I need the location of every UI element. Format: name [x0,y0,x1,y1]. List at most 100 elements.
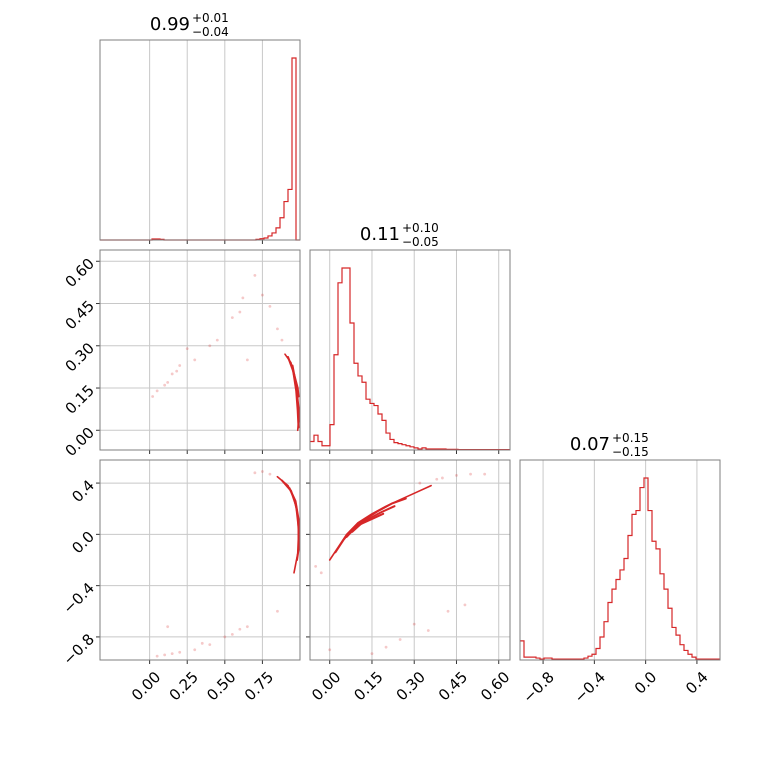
sample-point [253,471,257,475]
y-tick-label: −0.4 [60,579,98,617]
sample-point [418,481,422,485]
hist-panel-0-frame [99,39,301,241]
title-minus: −0.15 [612,445,649,459]
sample-point [463,603,467,607]
y-tick-label: 0.0 [68,528,98,558]
x-tick-label: 0.00 [128,668,164,704]
sample-point [245,358,249,362]
contour-line [288,487,300,542]
sample-point [155,389,159,393]
sample-point [178,650,182,654]
sample-point [163,653,167,657]
sample-point [455,473,458,477]
sample-point [178,364,182,367]
param-title-1: 0.11 +0.10−0.05 [360,221,439,249]
sample-point [370,652,374,655]
y-tick-label: 0.4 [68,476,98,506]
hist-panel-0 [99,39,301,244]
x-tick-label: 0.0 [631,668,661,698]
panel-border [99,249,301,451]
hist-panel-2-frame [519,459,721,661]
title-minus: −0.05 [402,235,439,249]
sample-point [426,629,430,632]
panel-border [309,459,511,661]
sample-point [208,344,212,348]
sample-point [398,638,402,641]
sample-point [276,327,279,331]
param-title-2: 0.07 +0.15−0.15 [570,431,649,459]
y-tick-label: −0.8 [60,630,98,668]
x-tick-label: 0.4 [682,668,712,698]
scatter-panel-2-1-frame [309,459,511,661]
title-median: 0.07 [570,434,610,455]
contour-line [351,512,385,533]
panel-border [309,249,511,451]
contour-line [334,497,407,554]
sample-point [200,641,204,645]
x-tick-label: 0.00 [308,668,344,704]
title-plus: +0.10 [402,221,439,235]
sample-point [166,625,170,629]
sample-point [328,648,332,652]
panel-border [99,39,301,241]
x-tick-label: −0.4 [571,668,609,706]
y-tick-label: 0.00 [62,424,98,460]
y-tick-label: 0.30 [62,339,98,375]
sample-point [280,338,284,342]
hist-panel-1 [309,249,511,454]
sample-point [223,635,227,639]
hist-panel-2 [519,459,721,664]
x-tick-label: 0.50 [203,668,239,704]
sample-point [185,347,189,350]
sample-point [469,472,472,476]
title-median: 0.11 [360,224,400,245]
sample-point [208,643,212,647]
sample-point [384,645,388,649]
sample-point [435,477,439,481]
sample-point [261,293,264,297]
sample-point [175,369,179,373]
sample-point [151,395,155,398]
sample-point [253,273,257,277]
sample-point [314,565,318,568]
sample-point [412,622,416,626]
sample-point [446,609,450,613]
sample-point [193,648,197,652]
sample-point [268,304,272,308]
title-minus: −0.04 [192,25,229,39]
scatter-panel-2-0 [96,459,301,664]
sample-point [241,296,245,300]
sample-point [261,470,264,473]
contour-line [293,372,300,398]
title-plus: +0.15 [612,431,649,445]
sample-point [483,472,487,476]
scatter-panel-1-0-frame [99,249,301,451]
x-tick-label: −0.8 [519,668,557,706]
sample-point [319,571,323,575]
sample-point [245,625,249,629]
x-tick-label: 0.60 [477,668,513,704]
panel-border [519,459,721,661]
sample-point [238,310,242,314]
sample-point [163,383,167,387]
x-tick-label: 0.30 [393,668,429,704]
sample-point [440,476,444,480]
y-tick-label: 0.60 [62,255,98,291]
sample-point [238,627,242,631]
sample-point [230,632,234,636]
param-title-0: 0.99 +0.01−0.04 [150,11,229,39]
sample-point [193,358,197,362]
sample-point [230,316,234,320]
sample-point [170,652,174,655]
panel-border [99,459,301,661]
sample-point [166,380,170,384]
x-tick-label: 0.75 [241,668,277,704]
sample-point [155,654,159,658]
x-tick-label: 0.15 [350,668,386,704]
scatter-panel-2-1 [306,459,511,664]
sample-point [170,372,174,376]
hist-panel-1-frame [309,249,511,451]
scatter-panel-2-0-frame [99,459,301,661]
sample-point [268,472,272,476]
